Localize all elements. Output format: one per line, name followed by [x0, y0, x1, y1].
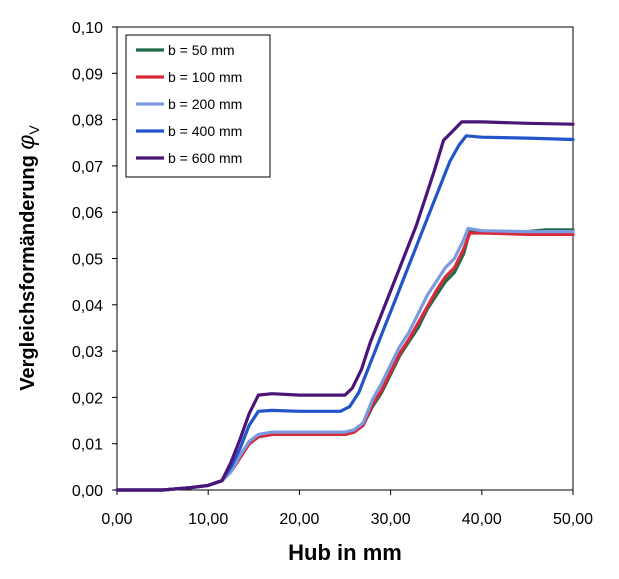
y-tick-label: 0,01: [72, 437, 103, 454]
series-lines: [115, 120, 575, 492]
x-tick-label: 20,00: [279, 511, 319, 528]
x-tick-label: 30,00: [371, 511, 411, 528]
y-axis-title-symbol: φ: [13, 135, 39, 150]
y-axis-title-main: Vergleichsformänderung: [17, 150, 39, 391]
x-tick-label: 50,00: [553, 511, 593, 528]
y-tick-label: 0,03: [72, 344, 103, 361]
y-tick-label: 0,00: [72, 483, 103, 500]
y-tick-label: 0,04: [72, 298, 103, 315]
tick-labels: 0,00 0,01 0,02 0,03 0,04 0,05 0,06 0,07 0,08 0,09…: [72, 20, 593, 528]
x-axis-title: Hub in mm: [288, 540, 402, 565]
y-tick-label: 0,02: [72, 390, 103, 407]
legend-label: b = 200 mm: [168, 96, 242, 112]
legend-label: b = 50 mm: [168, 42, 235, 58]
y-axis-title-subscript: V: [26, 125, 42, 135]
y-tick-label: 0,09: [72, 66, 103, 83]
series-line-b-400-mm: [115, 134, 575, 492]
y-tick-label: 0,07: [72, 159, 103, 176]
y-axis-title: Vergleichsformänderung φV: [13, 125, 42, 391]
legend-box: [125, 34, 271, 178]
series-line-b-200-mm: [115, 226, 575, 492]
x-tick-label: 10,00: [188, 511, 228, 528]
legend-label: b = 100 mm: [168, 69, 242, 85]
y-tick-label: 0,08: [72, 113, 103, 130]
series-line-b-600-mm: [115, 120, 575, 492]
x-tick-label: 0,00: [101, 511, 132, 528]
legend-label: b = 600 mm: [168, 150, 242, 166]
y-tick-label: 0,10: [72, 20, 103, 37]
legend-label: b = 400 mm: [168, 123, 242, 139]
legend: b = 50 mm b = 100 mm b = 200 mm b = 400 mm b…: [125, 34, 271, 178]
y-tick-label: 0,06: [72, 205, 103, 222]
y-tick-label: 0,05: [72, 252, 103, 269]
x-tick-label: 40,00: [462, 511, 502, 528]
